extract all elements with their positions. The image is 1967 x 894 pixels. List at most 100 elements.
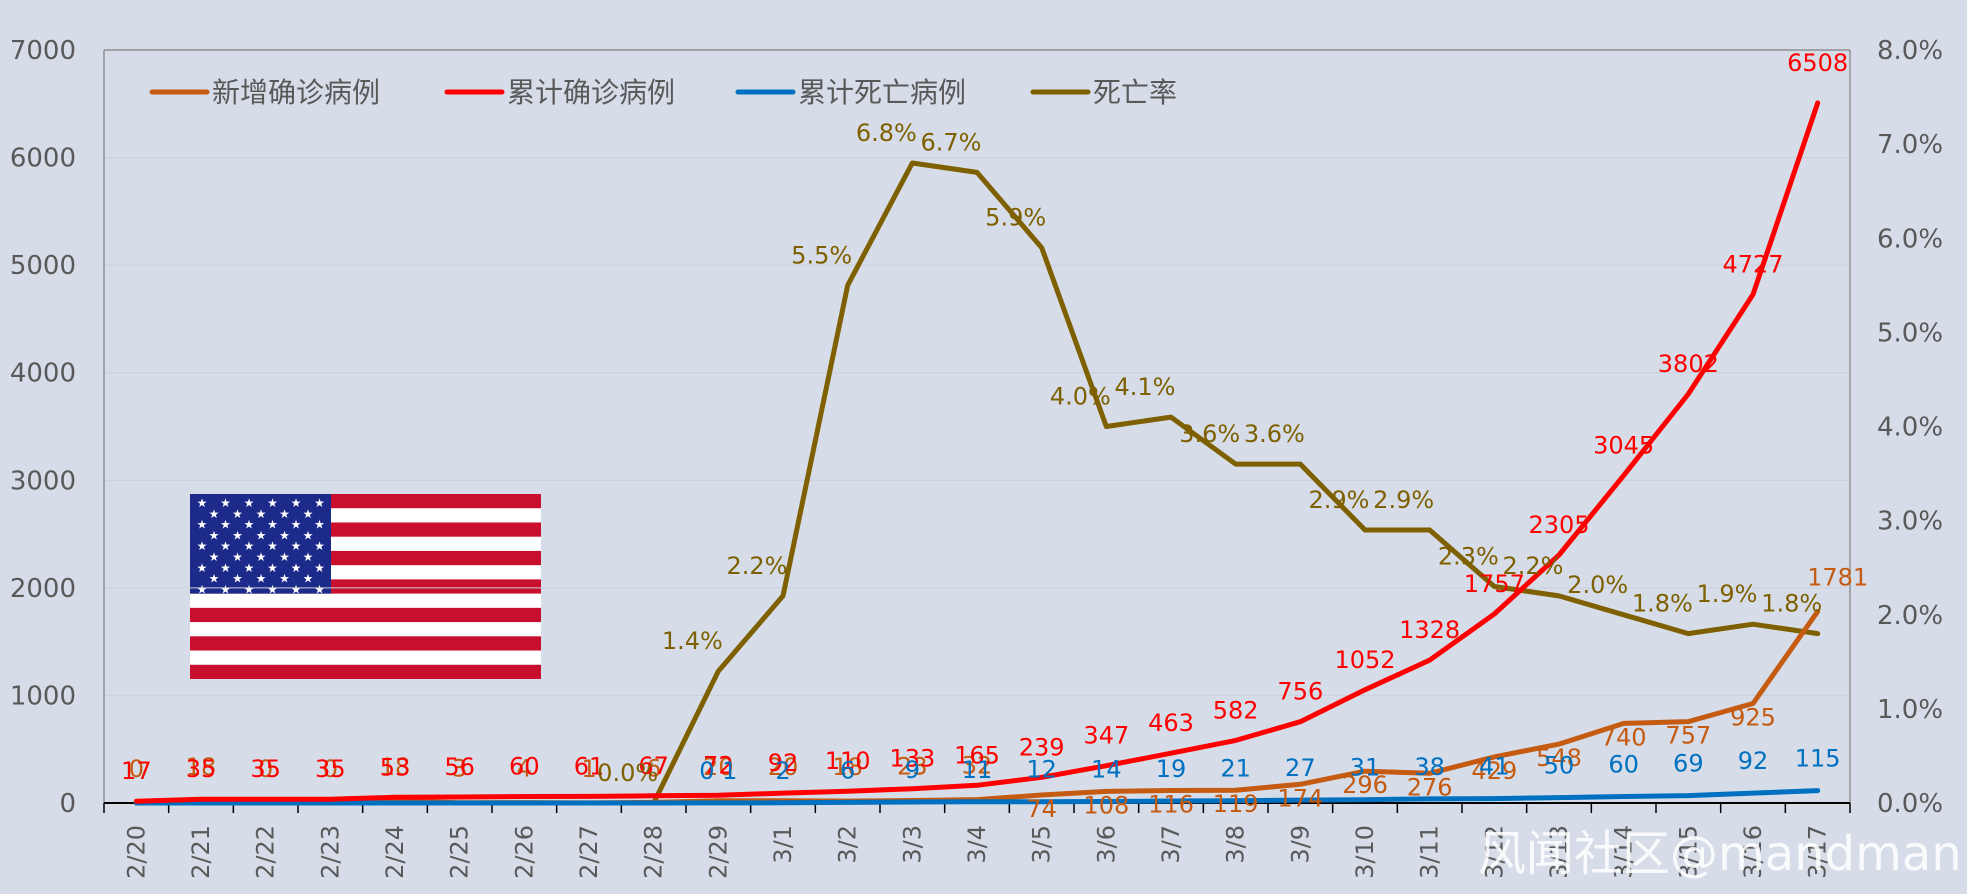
data-label: 165 bbox=[954, 741, 1000, 769]
data-label: 11 bbox=[962, 756, 993, 784]
legend-label: 死亡率 bbox=[1093, 76, 1177, 109]
data-label: 20 bbox=[703, 753, 734, 781]
flag-star: ★ bbox=[291, 496, 302, 510]
data-label: 60 bbox=[509, 753, 540, 781]
data-label: 3.6% bbox=[1244, 420, 1305, 448]
watermark-text: 风闻社区@mandman bbox=[1478, 826, 1962, 882]
data-label: 108 bbox=[1083, 791, 1129, 819]
data-label: 2.9% bbox=[1309, 486, 1370, 514]
data-label: 9 bbox=[905, 756, 920, 784]
data-label: 1052 bbox=[1334, 646, 1395, 674]
flag-star: ★ bbox=[314, 561, 325, 575]
data-label: 74 bbox=[1026, 795, 1057, 823]
y-right-tick-label: 0.0% bbox=[1877, 789, 1943, 819]
data-label: 3045 bbox=[1593, 431, 1654, 459]
flag-star: ★ bbox=[314, 582, 325, 596]
data-label: 429 bbox=[1471, 757, 1517, 785]
data-label: 0.0% bbox=[597, 759, 658, 787]
flag-star: ★ bbox=[314, 496, 325, 510]
flag-stripe bbox=[190, 664, 541, 679]
x-tick-label: 3/10 bbox=[1351, 825, 1379, 879]
legend-label: 新增确诊病例 bbox=[212, 76, 380, 109]
data-label: 1.8% bbox=[1632, 590, 1693, 618]
flag-star: ★ bbox=[244, 539, 255, 553]
x-tick-label: 3/13 bbox=[1545, 825, 1573, 879]
flag-star: ★ bbox=[209, 550, 220, 564]
data-label: 1 bbox=[581, 755, 596, 783]
data-label: 19 bbox=[1156, 755, 1187, 783]
data-label: 3 bbox=[452, 755, 467, 783]
flag-star: ★ bbox=[303, 507, 314, 521]
y-right-tick-label: 1.0% bbox=[1877, 695, 1943, 725]
flag-star: ★ bbox=[267, 518, 278, 532]
data-label: 3802 bbox=[1658, 350, 1719, 378]
data-label: 4.0% bbox=[1050, 383, 1111, 411]
data-label: 239 bbox=[1019, 733, 1065, 761]
flag-star: ★ bbox=[209, 507, 220, 521]
x-tick-label: 3/5 bbox=[1028, 825, 1056, 864]
flag-star: ★ bbox=[232, 550, 243, 564]
x-tick-label: 2/21 bbox=[187, 825, 215, 879]
united-states-flag: ★ ★ ★ ★ ★ ★★ ★ ★ ★ ★★ ★ ★ ★ ★ ★★ ★ ★ ★ ★★ ★ ★ ★ ★ ★★ ★ ★ ★ ★★ ★ ★ ★ ★ ★★… bbox=[190, 494, 541, 679]
data-label: 133 bbox=[889, 745, 935, 773]
y-left-tick-label: 2000 bbox=[10, 574, 76, 604]
y-left-tick-label: 7000 bbox=[10, 36, 76, 66]
x-tick-label: 3/16 bbox=[1739, 825, 1767, 879]
data-label: 0 1 bbox=[699, 757, 737, 785]
legend-label: 累计死亡病例 bbox=[798, 76, 966, 109]
data-label: 67 bbox=[638, 752, 669, 780]
data-label: 31 bbox=[1350, 754, 1381, 782]
series-lines bbox=[133, 100, 1821, 806]
data-label: 0 bbox=[258, 755, 273, 783]
data-label: 23 bbox=[897, 753, 928, 781]
y-left-tick-label: 5000 bbox=[10, 251, 76, 281]
x-tick-label: 3/9 bbox=[1286, 825, 1314, 864]
flag-stripe bbox=[190, 607, 541, 623]
flag-star: ★ bbox=[197, 561, 208, 575]
data-label: 69 bbox=[1673, 750, 1704, 778]
data-label: 276 bbox=[1407, 773, 1453, 801]
x-tick-label: 3/1 bbox=[769, 825, 797, 864]
data-label: 27 bbox=[1285, 754, 1316, 782]
data-label: 0 bbox=[323, 755, 338, 783]
data-label: 119 bbox=[1213, 790, 1259, 818]
data-label: 116 bbox=[1148, 791, 1194, 819]
legend-label: 累计确诊病例 bbox=[507, 76, 675, 109]
grid bbox=[104, 49, 1850, 696]
flag-star: ★ bbox=[244, 561, 255, 575]
x-tick-label: 3/12 bbox=[1480, 825, 1508, 879]
data-label: 50 bbox=[1544, 752, 1575, 780]
flag-stripe bbox=[190, 636, 541, 651]
x-tick-label: 2/20 bbox=[122, 825, 150, 879]
data-label: 2.0% bbox=[1567, 571, 1628, 599]
x-tick-label: 2/22 bbox=[252, 825, 280, 879]
data-label: 18 bbox=[380, 753, 411, 781]
flag-star: ★ bbox=[232, 528, 243, 542]
data-label: 1757 bbox=[1464, 570, 1525, 598]
data-label: 72 bbox=[703, 751, 734, 779]
flag-star: ★ bbox=[209, 528, 220, 542]
series-line bbox=[133, 160, 1821, 806]
flag-star: ★ bbox=[244, 518, 255, 532]
data-label: 2305 bbox=[1528, 511, 1589, 539]
y-left-tick-label: 0 bbox=[59, 789, 76, 819]
flag-star: ★ bbox=[314, 539, 325, 553]
data-label: 1.9% bbox=[1697, 580, 1758, 608]
data-label: 60 bbox=[1608, 751, 1639, 779]
data-label: 14 bbox=[1091, 755, 1122, 783]
y-right-tick-label: 6.0% bbox=[1877, 224, 1943, 254]
flag-star: ★ bbox=[256, 528, 267, 542]
legend: 新增确诊病例 累计确诊病例 累计死亡病例 死亡率 bbox=[149, 76, 1177, 109]
y-right-tick-label: 3.0% bbox=[1877, 507, 1943, 537]
flag-star: ★ bbox=[256, 550, 267, 564]
flag-star: ★ bbox=[314, 518, 325, 532]
data-label: 35 bbox=[315, 755, 346, 783]
flag-star: ★ bbox=[267, 539, 278, 553]
data-label: 110 bbox=[825, 747, 871, 775]
data-label: 38 bbox=[1414, 753, 1445, 781]
data-label: 18 bbox=[186, 753, 217, 781]
data-label: 6.7% bbox=[921, 128, 982, 156]
flag-star: ★ bbox=[220, 582, 231, 596]
flag-star: ★ bbox=[244, 496, 255, 510]
flag-star: ★ bbox=[244, 582, 255, 596]
